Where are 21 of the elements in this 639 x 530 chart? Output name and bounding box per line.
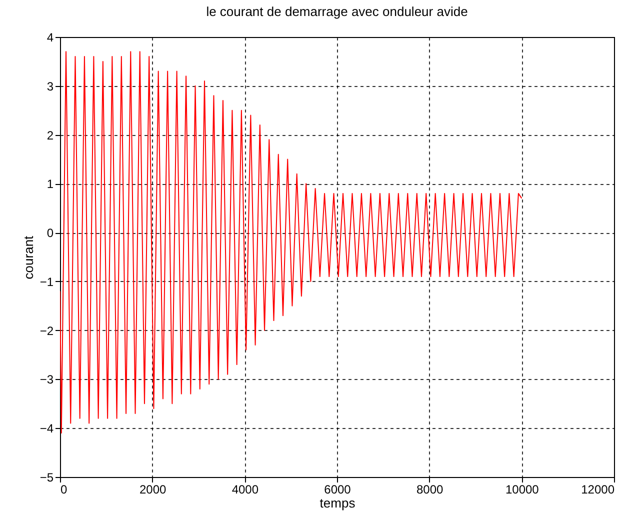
y-tick-label: 0: [46, 226, 54, 240]
y-tick-label: 4: [46, 30, 54, 44]
y-tick-label: 3: [46, 79, 54, 94]
x-tick-label: 4000: [232, 482, 259, 496]
chart-title: le courant de demarrage avec onduleur avide: [206, 4, 468, 19]
x-tick-label: 10000: [505, 482, 540, 496]
y-axis-title: courant: [20, 235, 36, 280]
x-axis-title: temps: [320, 496, 356, 510]
y-tick-label: −3: [40, 372, 54, 387]
x-tick-label: 2000: [139, 482, 167, 496]
y-tick-label: 2: [46, 128, 54, 142]
y-tick-label: −2: [40, 324, 54, 338]
x-tick-label: 12000: [581, 482, 615, 496]
y-tick-label: −4: [40, 422, 54, 436]
y-tick-label: −1: [40, 274, 54, 289]
x-tick-label: 6000: [324, 482, 352, 496]
x-tick-label: 8000: [416, 482, 444, 496]
line-series: [60, 51, 522, 434]
x-tick-label: 0: [60, 482, 68, 496]
y-tick-label: 1: [46, 177, 54, 192]
y-tick-label: −5: [40, 470, 54, 484]
